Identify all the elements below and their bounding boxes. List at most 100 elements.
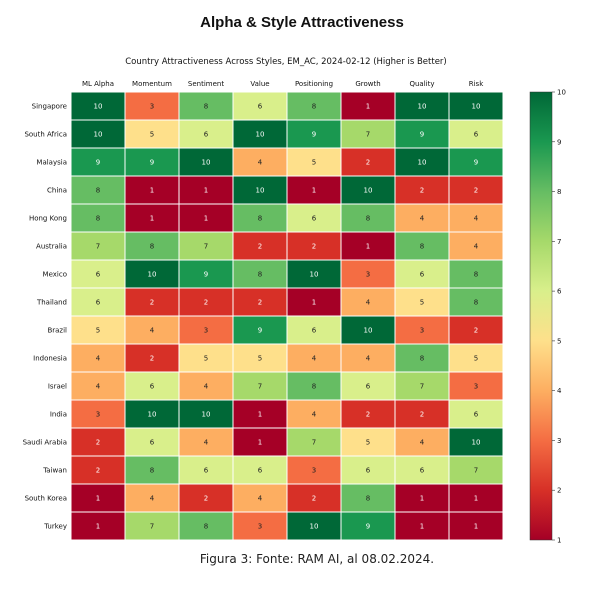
- cell-value-label: 6: [420, 271, 425, 279]
- cell-value-label: 2: [96, 439, 100, 447]
- heatmap-cell: [394, 483, 450, 513]
- heatmap-cell: [448, 231, 504, 261]
- cell-value-label: 10: [202, 159, 211, 167]
- cell-value-label: 4: [96, 383, 101, 391]
- cell-value-label: 7: [474, 467, 478, 475]
- heatmap-cell: [448, 511, 504, 541]
- cell-value-label: 4: [204, 383, 209, 391]
- heatmap-cell: [448, 119, 504, 149]
- cell-value-label: 10: [472, 439, 481, 447]
- cell-value-label: 2: [204, 495, 208, 503]
- heatmap-cell: [340, 231, 396, 261]
- cell-value-label: 7: [420, 383, 424, 391]
- heatmap-cell: [448, 147, 504, 177]
- cell-value-label: 1: [96, 523, 100, 531]
- heatmap-cell: [448, 315, 504, 345]
- cell-value-label: 3: [312, 467, 316, 475]
- cell-value-label: 4: [312, 411, 317, 419]
- cell-value-label: 2: [474, 187, 478, 195]
- chart-title: Country Attractiveness Across Styles, EM…: [125, 57, 447, 67]
- cell-value-label: 8: [150, 467, 154, 475]
- cell-value-label: 6: [96, 271, 101, 279]
- cell-value-label: 9: [312, 131, 316, 139]
- heatmap-cell: [124, 483, 180, 513]
- heatmap-cell: [286, 119, 342, 149]
- figure-caption: Figura 3: Fonte: RAM AI, al 08.02.2024.: [199, 552, 435, 566]
- cell-value-label: 1: [420, 523, 424, 531]
- heatmap-cell: [394, 203, 450, 233]
- cell-value-label: 1: [204, 215, 208, 223]
- cell-value-label: 2: [366, 411, 370, 419]
- cell-value-label: 6: [420, 467, 425, 475]
- cell-value-label: 1: [366, 243, 370, 251]
- colorbar-tick-label: 2: [557, 487, 561, 495]
- row-labels: Singapore South Africa Malaysia China Hong K…: [23, 103, 67, 531]
- column-label-value: Value: [250, 80, 269, 88]
- cell-value-label: 10: [418, 159, 427, 167]
- cell-value-label: 8: [150, 243, 154, 251]
- cell-value-label: 10: [202, 411, 211, 419]
- heatmap-cell: [340, 287, 396, 317]
- heatmap-cell: [232, 175, 288, 205]
- heatmap-cell: [448, 483, 504, 513]
- heatmap-cell: [394, 259, 450, 289]
- heatmap-cell: [178, 287, 234, 317]
- cell-value-label: 10: [472, 103, 481, 111]
- cell-value-label: 7: [96, 243, 100, 251]
- cell-value-label: 1: [312, 299, 316, 307]
- heatmap-cell: [70, 203, 126, 233]
- heatmap-cell: [448, 371, 504, 401]
- heatmap-cell: [394, 511, 450, 541]
- cell-value-label: 8: [366, 495, 370, 503]
- heatmap-cell: [178, 455, 234, 485]
- cell-value-label: 6: [204, 131, 209, 139]
- cell-value-label: 1: [150, 187, 154, 195]
- cell-value-label: 1: [258, 411, 262, 419]
- cell-value-label: 1: [96, 495, 100, 503]
- heatmap-cell: [178, 259, 234, 289]
- row-label-australia: Australia: [36, 243, 67, 251]
- cell-value-label: 7: [366, 131, 370, 139]
- heatmap-cell: [124, 203, 180, 233]
- cell-value-label: 4: [366, 299, 371, 307]
- cell-value-label: 8: [204, 523, 208, 531]
- cell-value-label: 8: [474, 271, 478, 279]
- cell-value-label: 10: [256, 187, 265, 195]
- row-label-south-africa: South Africa: [24, 131, 67, 139]
- cell-value-label: 8: [312, 103, 316, 111]
- colorbar-tick-label: 10: [557, 89, 566, 97]
- cell-value-label: 8: [420, 243, 424, 251]
- cell-value-label: 6: [366, 467, 371, 475]
- row-label-israel: Israel: [48, 383, 67, 391]
- heatmap-cell: [70, 119, 126, 149]
- cell-value-label: 10: [256, 131, 265, 139]
- cell-value-label: 6: [150, 383, 155, 391]
- cell-value-label: 9: [150, 159, 154, 167]
- cell-value-label: 6: [366, 383, 371, 391]
- cell-value-label: 6: [474, 411, 479, 419]
- heatmap-cell: [394, 287, 450, 317]
- cell-value-label: 10: [364, 187, 373, 195]
- heatmap-cell: [286, 259, 342, 289]
- cell-value-label: 5: [150, 131, 154, 139]
- column-label-ml-alpha: ML Alpha: [82, 80, 114, 88]
- column-label-risk: Risk: [469, 80, 484, 88]
- colorbar-tick-label: 8: [557, 188, 561, 196]
- cell-value-label: 1: [150, 215, 154, 223]
- heatmap-cells: 10 3 8 6 8 1 10 10 10 5 6 10 9 7 9 6 9 9 10 4 5 2 10 9 8 1 1 10 1 10 2…: [70, 91, 504, 541]
- row-label-taiwan: Taiwan: [42, 467, 67, 475]
- heatmap-cell: [286, 371, 342, 401]
- cell-value-label: 2: [312, 495, 316, 503]
- heatmap-cell: [70, 231, 126, 261]
- cell-value-label: 2: [150, 355, 154, 363]
- cell-value-label: 2: [96, 467, 100, 475]
- heatmap-cell: [448, 203, 504, 233]
- row-label-malaysia: Malaysia: [36, 159, 67, 167]
- cell-value-label: 9: [474, 159, 478, 167]
- heatmap-cell: [70, 427, 126, 457]
- cell-value-label: 4: [150, 495, 155, 503]
- cell-value-label: 8: [96, 215, 100, 223]
- cell-value-label: 9: [96, 159, 100, 167]
- cell-value-label: 7: [150, 523, 154, 531]
- cell-value-label: 3: [420, 327, 424, 335]
